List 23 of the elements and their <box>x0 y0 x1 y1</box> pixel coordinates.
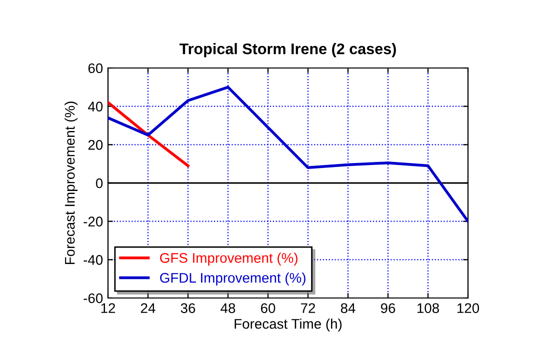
x-tick-label: 84 <box>340 303 356 314</box>
y-tick-label: 20 <box>88 140 103 150</box>
x-tick-label: 60 <box>260 303 276 314</box>
line-series <box>108 86 468 223</box>
legend-label: GFS Improvement (%) <box>160 252 298 266</box>
x-tick-label: 12 <box>101 303 116 313</box>
y-tick-label: -60 <box>84 293 103 304</box>
y-axis-title: Forecast Improvement (%) <box>64 102 78 264</box>
x-tick-label: 48 <box>220 303 236 314</box>
x-tick-label: 36 <box>180 303 196 314</box>
x-tick-label: 24 <box>140 303 156 313</box>
y-tick-label: -20 <box>84 216 103 227</box>
x-tick-label: 120 <box>457 303 480 314</box>
x-tick-label: 96 <box>380 303 396 314</box>
y-tick-label: 0 <box>96 178 103 188</box>
y-tick-label: 60 <box>88 63 103 74</box>
legend-label: GFDL Improvement (%) <box>160 272 306 286</box>
y-tick-label: 40 <box>88 102 103 112</box>
chart-title: Tropical Storm Irene (2 cases) <box>179 43 396 58</box>
x-axis-title: Forecast Time (h) <box>234 318 342 332</box>
x-tick-label: 72 <box>300 303 316 313</box>
y-tick-label: -40 <box>84 255 103 265</box>
x-tick-label: 108 <box>417 303 439 314</box>
